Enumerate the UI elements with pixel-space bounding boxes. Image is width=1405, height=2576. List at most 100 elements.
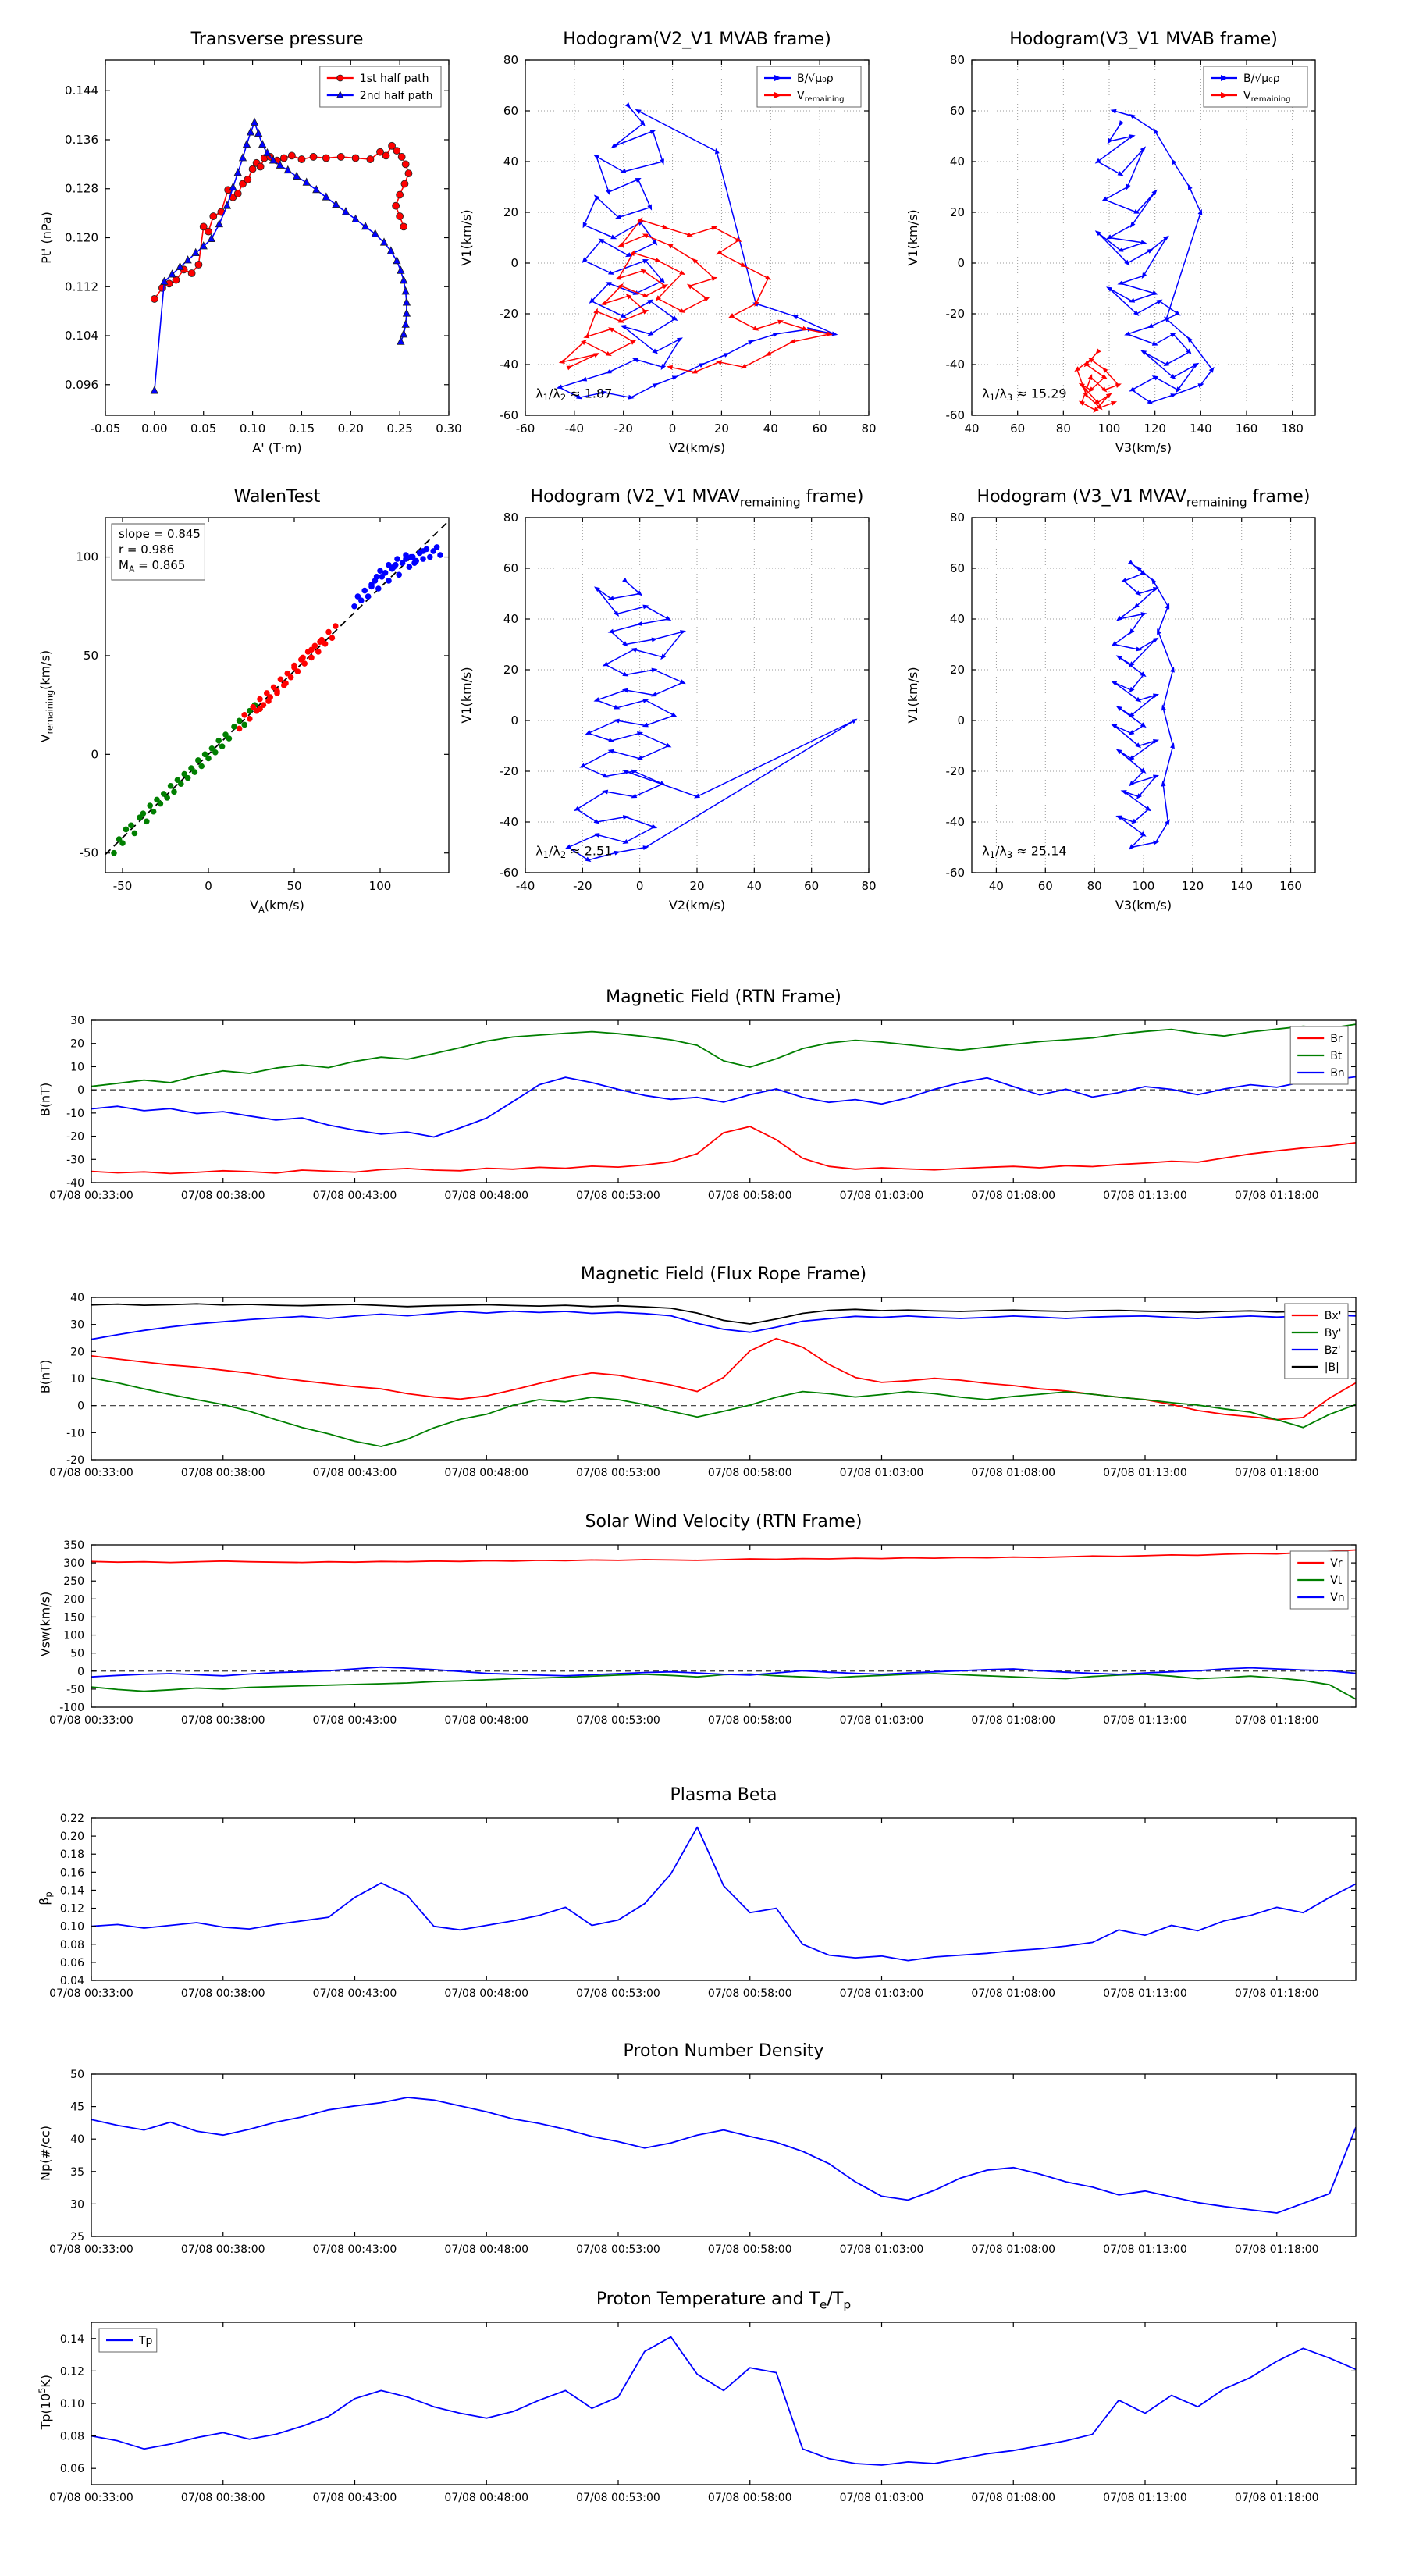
svg-text:07/08 00:38:00: 07/08 00:38:00: [181, 1714, 265, 1727]
svg-text:λ1​/λ3​ ≈ 15.29: λ1​/λ3​ ≈ 15.29: [982, 386, 1066, 403]
x-axis-label: V2(km/s): [668, 440, 726, 455]
svg-text:250: 250: [63, 1575, 84, 1588]
svg-text:-20: -20: [946, 307, 966, 321]
svg-text:07/08 00:43:00: 07/08 00:43:00: [313, 1714, 397, 1727]
svg-text:0.05: 0.05: [190, 422, 216, 436]
svg-text:07/08 00:48:00: 07/08 00:48:00: [444, 1987, 528, 2000]
svg-text:-10: -10: [66, 1108, 84, 1120]
svg-text:0.06: 0.06: [60, 1957, 84, 1969]
svg-text:-10: -10: [66, 1427, 84, 1439]
svg-text:-20: -20: [500, 764, 519, 778]
svg-text:-50: -50: [80, 846, 99, 860]
svg-text:0.136: 0.136: [65, 133, 98, 147]
hodogram-v3v1-mvab-chart: 40 60 80 100 120 140 160 180 -60 -40 -20 0 20 40 60 80 λ…: [946, 53, 1316, 436]
svg-text:-60: -60: [946, 408, 966, 422]
svg-text:100: 100: [1133, 879, 1155, 893]
svg-text:60: 60: [1038, 879, 1053, 893]
svg-text:20: 20: [689, 879, 704, 893]
svg-text:07/08 00:53:00: 07/08 00:53:00: [576, 1467, 660, 1479]
svg-text:0: 0: [77, 1084, 84, 1097]
svg-text:07/08 01:13:00: 07/08 01:13:00: [1103, 1467, 1187, 1479]
svg-text:-60: -60: [516, 422, 535, 436]
svg-text:0.22: 0.22: [60, 1813, 84, 1825]
svg-text:07/08 00:33:00: 07/08 00:33:00: [49, 1190, 133, 1202]
panel-proton-density: Proton Number Density Np(#/cc) 07/08 00:…: [0, 2026, 1405, 2260]
svg-text:40: 40: [950, 155, 965, 169]
svg-text:-20: -20: [573, 879, 592, 893]
svg-text:0.15: 0.15: [289, 422, 315, 436]
x-axis-label: V2(km/s): [668, 898, 726, 913]
panel-transverse-pressure: Transverse pressure Pt' (nPa) A' (T·m) -…: [16, 9, 492, 478]
svg-text:40: 40: [70, 1292, 84, 1304]
svg-text:60: 60: [813, 422, 827, 436]
svg-text:0.08: 0.08: [60, 2431, 84, 2443]
svg-text:-100: -100: [59, 1702, 84, 1714]
svg-text:45: 45: [70, 2101, 84, 2114]
svg-text:slope = 0.845: slope = 0.845: [119, 527, 201, 541]
transverse-pressure-chart: -0.05 0.00 0.05 0.10 0.15 0.20 0.25 0.30 0.096 0.…: [65, 59, 462, 436]
svg-text:80: 80: [503, 511, 518, 525]
svg-text:07/08 01:13:00: 07/08 01:13:00: [1103, 1190, 1187, 1202]
svg-text:100: 100: [76, 550, 98, 564]
svg-text:-40: -40: [500, 358, 519, 372]
svg-text:0: 0: [669, 422, 677, 436]
svg-text:Tp: Tp: [138, 2335, 153, 2347]
svg-text:λ1​/λ3​ ≈ 25.14: λ1​/λ3​ ≈ 25.14: [982, 843, 1066, 860]
svg-text:07/08 01:03:00: 07/08 01:03:00: [840, 1714, 924, 1727]
svg-text:0.04: 0.04: [60, 1975, 84, 1987]
svg-text:180: 180: [1281, 422, 1304, 436]
hodogram-v2v1-mvav-chart: -40-20020406080-60-40-20020406080λ1​/λ2​…: [500, 511, 877, 893]
svg-text:07/08 00:48:00: 07/08 00:48:00: [444, 2243, 528, 2256]
svg-text:Vt: Vt: [1330, 1574, 1343, 1587]
svg-text:80: 80: [861, 422, 876, 436]
svg-text:0.20: 0.20: [338, 422, 364, 436]
svg-text:-40: -40: [500, 815, 519, 829]
svg-text:40: 40: [503, 612, 518, 626]
svg-text:07/08 01:03:00: 07/08 01:03:00: [840, 1190, 924, 1202]
hodogram-v2v1-mvab-chart: -60 -40 -20 0 20 40 60 80 -60 -40 -20 0 20 40 60 80 λ1​/…: [500, 53, 877, 436]
svg-text:07/08 01:18:00: 07/08 01:18:00: [1235, 2492, 1319, 2504]
svg-text:0.30: 0.30: [436, 422, 461, 436]
svg-text:07/08 01:03:00: 07/08 01:03:00: [840, 1987, 924, 2000]
svg-text:07/08 01:08:00: 07/08 01:08:00: [971, 2243, 1055, 2256]
svg-text:20: 20: [503, 205, 518, 219]
svg-text:07/08 00:43:00: 07/08 00:43:00: [313, 1467, 397, 1479]
svg-text:-20: -20: [500, 307, 519, 321]
hodogram-v3v1-mvav-chart: 40 60 80 100 120 140 160 -60 -40 -20 0 20 40 60 80 λ1​/…: [946, 511, 1316, 893]
plasma-beta-chart: 07/08 00:33:00 07/08 00:38:00 07/08 00:43:…: [49, 1813, 1357, 2000]
chart-title: Magnetic Field (RTN Frame): [606, 987, 841, 1007]
svg-text:07/08 01:13:00: 07/08 01:13:00: [1103, 1714, 1187, 1727]
svg-text:80: 80: [1056, 422, 1071, 436]
svg-text:0.00: 0.00: [141, 422, 167, 436]
svg-text:40: 40: [503, 155, 518, 169]
svg-text:0: 0: [205, 879, 212, 893]
panel-proton-temperature: Proton Temperature and Te/Tp Tp(105K) 07…: [0, 2274, 1405, 2508]
svg-text:150: 150: [63, 1611, 84, 1624]
svg-text:40: 40: [964, 422, 979, 436]
svg-text:0: 0: [77, 1666, 84, 1678]
svg-text:By': By': [1325, 1327, 1342, 1340]
x-axis-label: A' (T·m): [252, 440, 302, 455]
svg-text:Vn: Vn: [1330, 1592, 1344, 1604]
svg-text:0: 0: [510, 256, 518, 270]
svg-text:2nd half path: 2nd half path: [360, 90, 433, 102]
svg-text:07/08 00:58:00: 07/08 00:58:00: [708, 2243, 792, 2256]
svg-text:07/08 00:33:00: 07/08 00:33:00: [49, 1987, 133, 2000]
svg-text:20: 20: [70, 1346, 84, 1358]
svg-text:0.104: 0.104: [65, 329, 98, 343]
svg-text:0.10: 0.10: [240, 422, 265, 436]
svg-text:Br: Br: [1330, 1033, 1343, 1045]
svg-text:60: 60: [1010, 422, 1025, 436]
svg-text:35: 35: [70, 2166, 84, 2179]
svg-text:07/08 00:53:00: 07/08 00:53:00: [576, 2492, 660, 2504]
svg-text:-40: -40: [66, 1177, 84, 1190]
svg-text:0: 0: [77, 1400, 84, 1413]
svg-text:120: 120: [1144, 422, 1166, 436]
svg-text:0.14: 0.14: [60, 2333, 84, 2346]
svg-text:120: 120: [1182, 879, 1204, 893]
svg-text:07/08 00:33:00: 07/08 00:33:00: [49, 2492, 133, 2504]
svg-text:0.16: 0.16: [60, 1866, 84, 1879]
svg-text:07/08 01:03:00: 07/08 01:03:00: [840, 2243, 924, 2256]
svg-text:07/08 01:08:00: 07/08 01:08:00: [971, 1714, 1055, 1727]
svg-text:07/08 00:38:00: 07/08 00:38:00: [181, 1987, 265, 2000]
